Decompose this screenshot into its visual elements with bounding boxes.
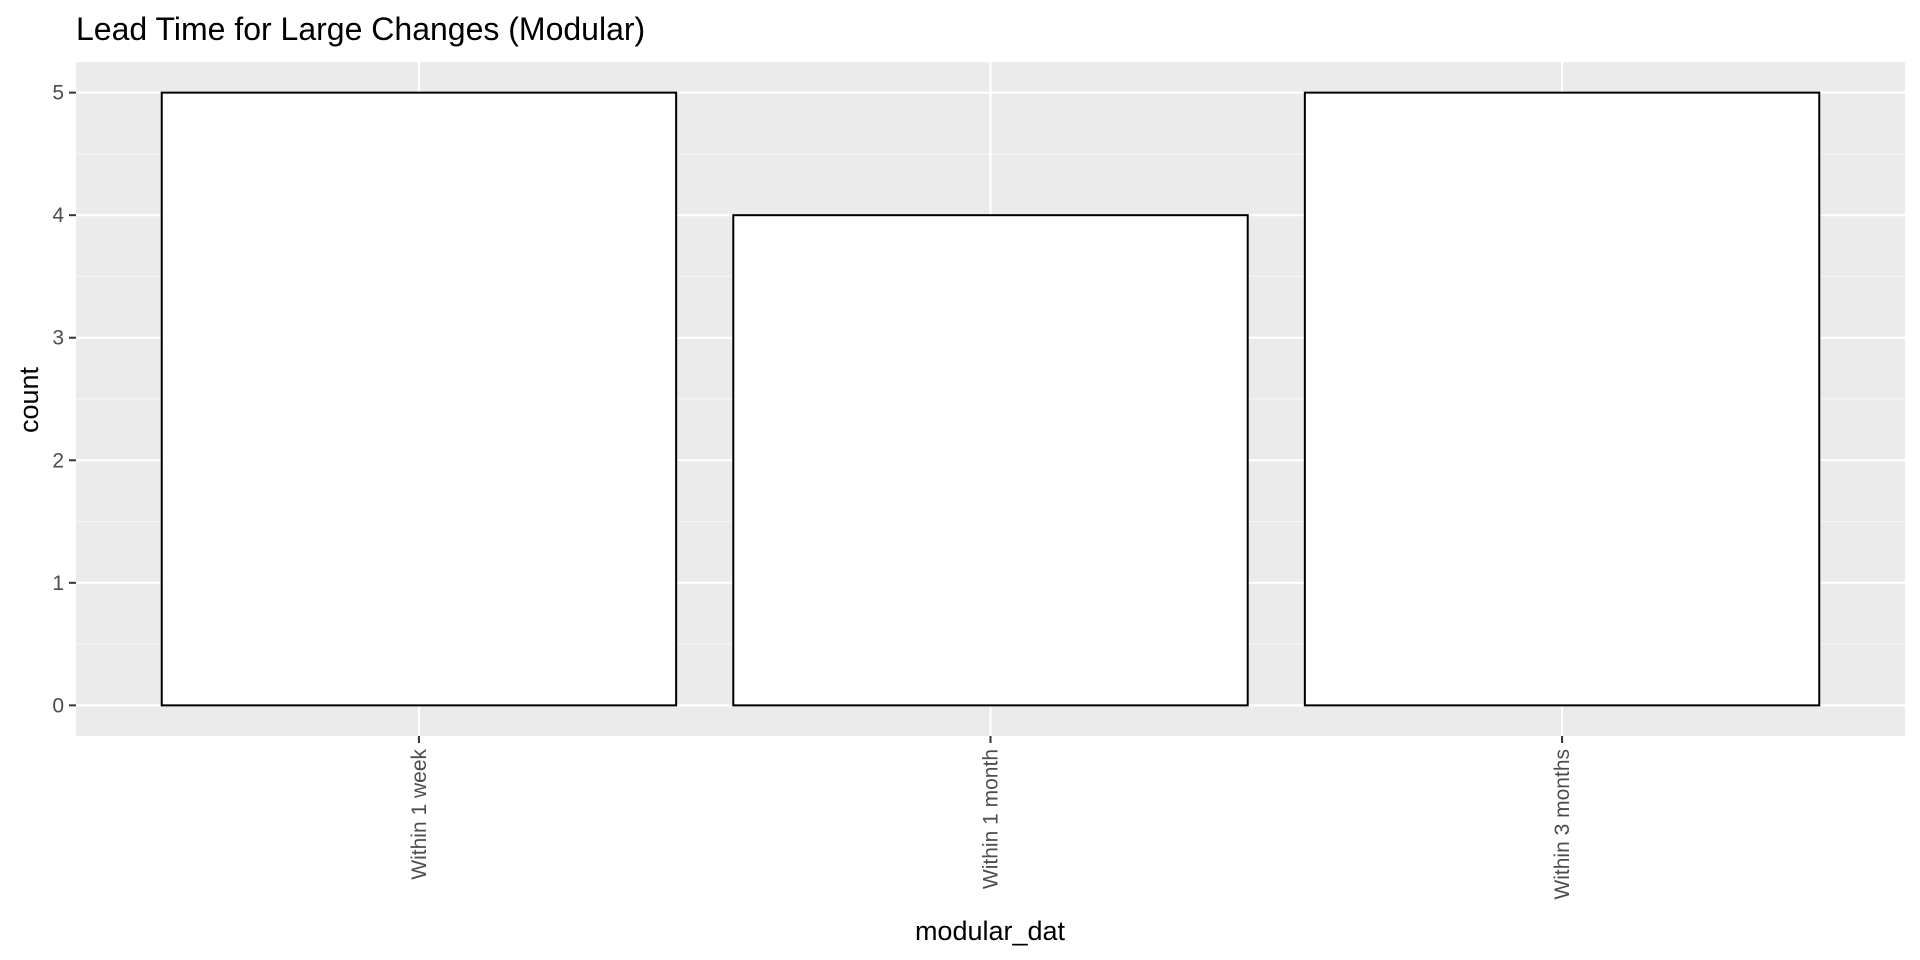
y-tick-label: 1 (52, 572, 64, 595)
x-tick-label: Within 1 month (980, 749, 1003, 889)
bar (1303, 91, 1821, 707)
bar (160, 91, 678, 707)
y-tick-label: 0 (52, 694, 64, 717)
y-tick-label: 3 (52, 327, 64, 350)
y-tick-label: 5 (52, 82, 64, 105)
x-axis-title: modular_dat (915, 916, 1066, 946)
chart-title: Lead Time for Large Changes (Modular) (76, 11, 645, 47)
bars (160, 91, 1821, 707)
x-tick-label: Within 3 months (1551, 749, 1574, 900)
y-axis-title: count (14, 366, 44, 433)
y-axis: 0 1 2 3 4 5 (52, 82, 76, 717)
y-tick-label: 4 (52, 204, 64, 227)
x-tick-label: Within 1 week (408, 749, 431, 880)
bar (732, 214, 1249, 707)
y-tick-label: 2 (52, 449, 64, 472)
x-axis: Within 1 week Within 1 month Within 3 mont… (408, 736, 1574, 900)
